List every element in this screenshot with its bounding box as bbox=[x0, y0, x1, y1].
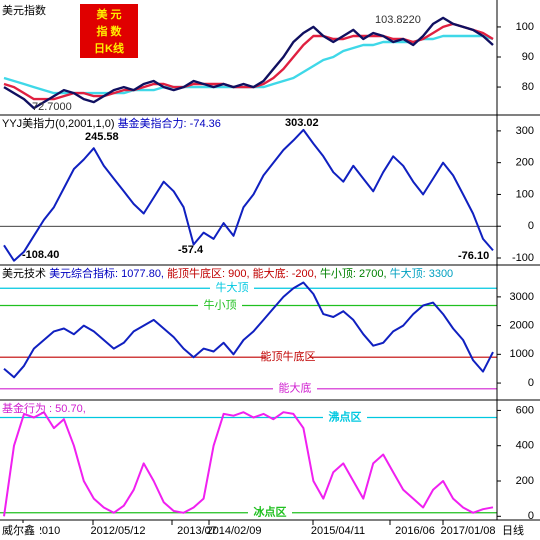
ref-label-bg bbox=[210, 282, 254, 295]
y-tick-label: 90 bbox=[522, 51, 534, 63]
title-part: 美元技术 bbox=[2, 267, 49, 280]
title-part: 基金行为 : 50.70, bbox=[2, 401, 86, 415]
ref-label-bg bbox=[248, 506, 292, 519]
badge-text: 日K线 bbox=[94, 41, 124, 55]
y-tick-label: 400 bbox=[516, 440, 534, 452]
panel-title: 基金行为 : 50.70, bbox=[2, 401, 86, 415]
ref-label: 能顶牛底区 bbox=[261, 349, 316, 363]
title-part: 牛小顶: 2700, bbox=[320, 266, 390, 280]
panel-title: 美元指数 bbox=[2, 3, 46, 17]
y-tick-label: 600 bbox=[516, 404, 534, 416]
x-tick-label: 2016/06 bbox=[395, 525, 435, 537]
series-line bbox=[3, 411, 494, 517]
series-line bbox=[3, 281, 494, 379]
y-tick-label: 300 bbox=[516, 125, 534, 137]
panel-title: 美元技术 美元综合指标: 1077.80, 能顶牛底区: 900, 能大底: -… bbox=[2, 266, 453, 280]
annotation: 72.7000 bbox=[32, 101, 72, 113]
annotation: 103.8220 bbox=[375, 14, 421, 26]
title-part: 基金美指合力: -74.36 bbox=[118, 116, 221, 130]
y-tick-label: 2000 bbox=[510, 320, 534, 332]
watermark: 威尔鑫 bbox=[2, 523, 35, 537]
y-tick-label: 100 bbox=[516, 188, 534, 200]
ref-label: 沸点区 bbox=[329, 409, 362, 423]
ref-label-bg bbox=[198, 299, 242, 312]
title-part: 能顶牛底区: 900, bbox=[167, 266, 253, 280]
title-part: 牛大顶: 3300 bbox=[390, 266, 454, 280]
badge-text: 美 元 bbox=[96, 7, 121, 21]
x-tick-label: 2014/02/09 bbox=[206, 525, 261, 537]
x-tick-label: 2012/05/12 bbox=[90, 525, 145, 537]
ref-label: 牛大顶 bbox=[216, 280, 249, 294]
y-tick-label: 1000 bbox=[510, 348, 534, 360]
ref-label: 牛小顶 bbox=[204, 297, 237, 311]
title-part: 美元指数 bbox=[2, 3, 46, 17]
watermark-bg bbox=[0, 523, 40, 539]
ref-label: 冰点区 bbox=[254, 505, 287, 519]
y-tick-label: 200 bbox=[516, 157, 534, 169]
x-tick-label: 2015/04/11 bbox=[311, 525, 365, 537]
annotation: 245.58 bbox=[85, 131, 119, 143]
y-tick-label: 100 bbox=[516, 21, 534, 33]
y-tick-label: 0 bbox=[528, 220, 534, 232]
y-tick-label: 80 bbox=[522, 81, 534, 93]
x-tick-label: 2010 bbox=[36, 525, 60, 537]
y-tick-label: 0 bbox=[528, 510, 534, 522]
period-label: 日线 bbox=[502, 523, 524, 537]
ref-label-bg bbox=[323, 411, 367, 424]
badge-text: 指 数 bbox=[96, 24, 122, 38]
title-part: 美元综合指标: 1077.80, bbox=[49, 266, 167, 280]
badge-box bbox=[80, 4, 138, 58]
series-line bbox=[3, 16, 494, 110]
ref-label: 能大底 bbox=[279, 381, 312, 395]
x-tick-label: 2017/01/08 bbox=[440, 525, 495, 537]
ref-label-bg bbox=[266, 351, 310, 364]
annotation: -57.4 bbox=[178, 244, 204, 256]
y-tick-label: 200 bbox=[516, 475, 534, 487]
ref-label-bg bbox=[273, 382, 317, 395]
panel-title: YYJ美指力(0,2001,1,0) 基金美指合力: -74.36 bbox=[2, 116, 221, 130]
y-tick-label: 0 bbox=[528, 377, 534, 389]
x-tick-label: 2013/07 bbox=[177, 525, 217, 537]
y-tick-label: -100 bbox=[512, 252, 534, 264]
y-tick-label: 3000 bbox=[510, 291, 534, 303]
title-part: 能大底: -200, bbox=[253, 266, 320, 280]
annotation: 303.02 bbox=[285, 117, 319, 129]
title-part: YYJ美指力(0,2001,1,0) bbox=[2, 116, 118, 130]
series-line bbox=[3, 128, 494, 262]
series-line bbox=[3, 22, 494, 101]
annotation: -76.10 bbox=[458, 250, 489, 262]
annotation: -108.40 bbox=[22, 249, 59, 261]
